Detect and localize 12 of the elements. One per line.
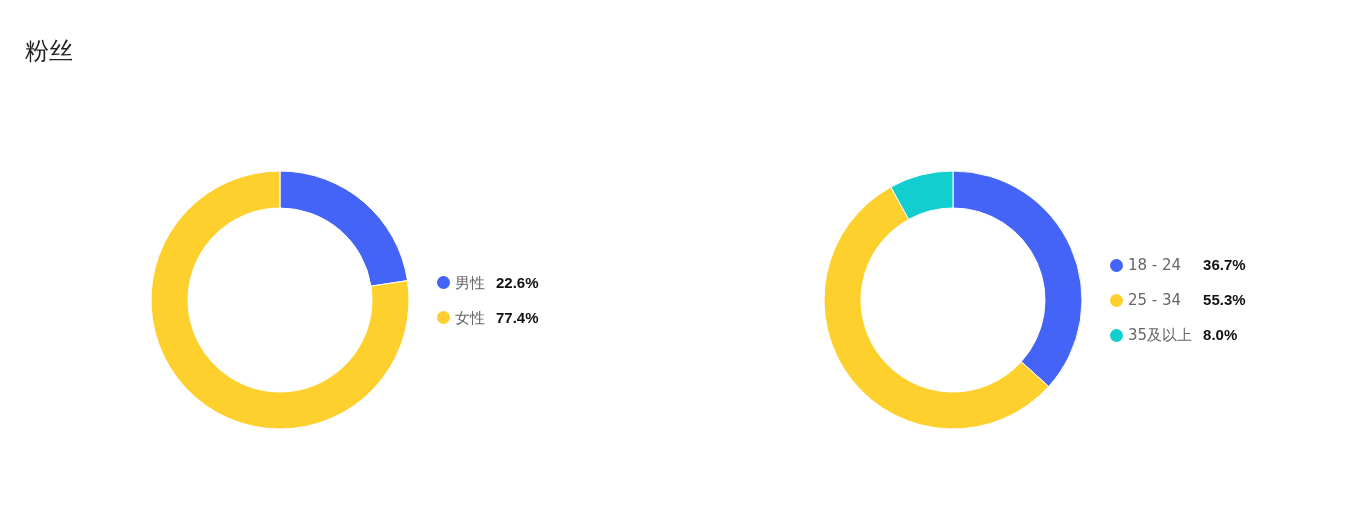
data-label: 36.7% [1203, 255, 1246, 275]
legend-label: 35及以上 [1128, 325, 1193, 345]
legend-label: 25 - 34 [1128, 290, 1183, 310]
data-label: 8.0% [1203, 325, 1239, 345]
donut-slice [150, 170, 410, 430]
legend-label: 男性 [455, 272, 485, 293]
data-label: 55.3% [1203, 290, 1246, 310]
legend-label: 女性 [455, 307, 485, 328]
data-label: 77.4% [496, 307, 539, 328]
legend-label: 18 - 24 [1128, 255, 1183, 275]
chart-title: 粉丝 [25, 36, 73, 66]
data-label: 22.6% [496, 272, 539, 293]
